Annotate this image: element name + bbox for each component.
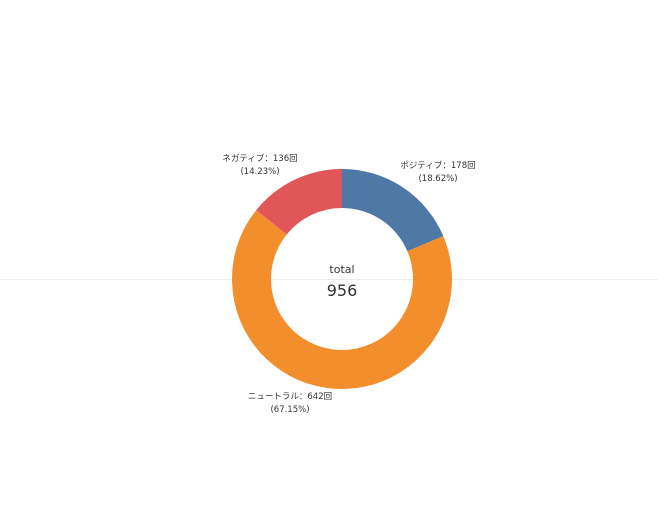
center-title: total xyxy=(329,263,354,276)
slice-label-name-value-2: ニュートラル：642回 xyxy=(248,392,332,402)
slice-label-name-value-1: ポジティブ：178回 xyxy=(400,160,475,171)
center-total: 956 xyxy=(327,281,358,300)
donut-slices xyxy=(231,169,452,389)
donut-slice-3[interactable] xyxy=(256,169,342,235)
slice-labels: ポジティブ：178回 (18.62%) ニュートラル：642回 (67.15%) ネガテ… xyxy=(222,153,475,415)
slice-label-percent-3: (14.23%) xyxy=(240,167,279,177)
donut-slice-2[interactable] xyxy=(231,210,452,389)
slice-label-percent-1: (18.62%) xyxy=(418,174,457,184)
slice-label-percent-2: (67.15%) xyxy=(270,405,309,415)
donut-slice-1[interactable] xyxy=(342,169,444,252)
slice-label-name-value-3: ネガティブ：136回 xyxy=(222,153,297,164)
